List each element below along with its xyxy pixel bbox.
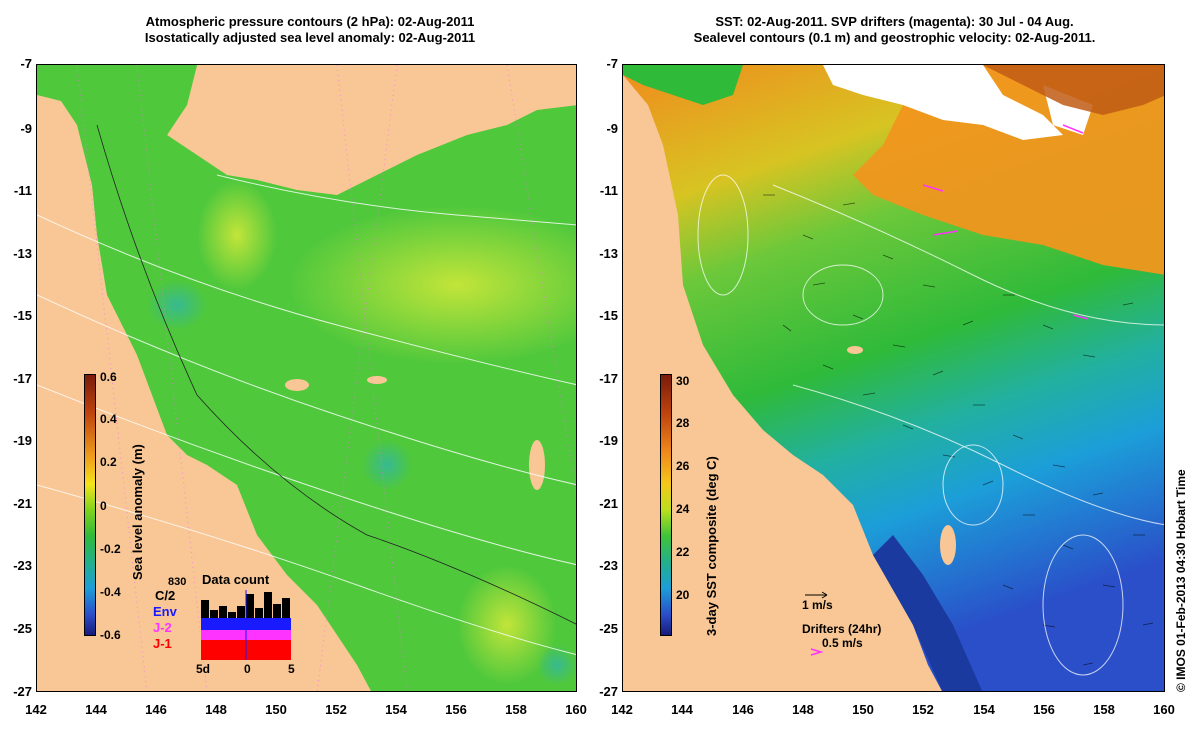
sst-tick-5: 20 <box>676 588 690 602</box>
sst-colorbar-label: 3-day SST composite (deg C) <box>704 456 719 636</box>
left-ytick-0: -7 <box>20 56 32 71</box>
geostrophic-velocity-arrows <box>763 194 1154 666</box>
left-xtick-7: 156 <box>445 702 467 717</box>
left-ytick-7: -21 <box>13 496 32 511</box>
right-ytick-10: -27 <box>599 684 618 699</box>
left-xtick-4: 150 <box>265 702 287 717</box>
left-ytick-1: -9 <box>20 121 32 136</box>
velocity-scale-label: 1 m/s <box>802 598 833 612</box>
left-xtick-5: 152 <box>325 702 347 717</box>
right-xtick-6: 154 <box>973 702 995 717</box>
right-title-line2: Sealevel contours (0.1 m) and geostrophi… <box>693 30 1096 45</box>
sla-tick-2: 0.2 <box>100 455 117 469</box>
left-ytick-9: -25 <box>13 621 32 636</box>
right-title-line1: SST: 02-Aug-2011. SVP drifters (magenta)… <box>715 14 1074 29</box>
sst-tick-1: 28 <box>676 416 690 430</box>
sla-tick-5: -0.4 <box>100 585 121 599</box>
sea-level-map-svg <box>37 65 576 691</box>
sea-level-contours <box>697 174 1164 676</box>
left-xtick-0: 142 <box>25 702 47 717</box>
right-xtick-2: 146 <box>732 702 754 717</box>
sla-tick-6: -0.6 <box>100 628 121 642</box>
right-xtick-7: 156 <box>1033 702 1055 717</box>
left-ytick-5: -17 <box>13 371 32 386</box>
data-count-title: Data count <box>202 572 270 587</box>
left-ytick-6: -19 <box>13 433 32 448</box>
right-xtick-0: 142 <box>611 702 633 717</box>
drifters-scale-label: 0.5 m/s <box>822 636 863 650</box>
left-ytick-8: -23 <box>13 558 32 573</box>
right-xtick-3: 148 <box>792 702 814 717</box>
left-xtick-8: 158 <box>505 702 527 717</box>
legend-c2: C/2 <box>155 588 176 603</box>
sla-tick-3: 0 <box>100 499 107 513</box>
sla-tick-1: 0.4 <box>100 412 117 426</box>
legend-j1: J-1 <box>153 636 172 651</box>
right-xtick-8: 158 <box>1093 702 1115 717</box>
sst-map <box>622 64 1165 692</box>
sst-new-guinea-land <box>983 65 1164 115</box>
altimeter-tracks <box>76 65 576 691</box>
left-xtick-3: 148 <box>205 702 227 717</box>
data-count-max: 830 <box>168 576 187 588</box>
sst-tick-0: 30 <box>676 374 690 388</box>
sst-map-svg <box>623 65 1164 691</box>
svp-drifter-tracks <box>922 124 1089 320</box>
legend-j2: J-2 <box>153 620 172 635</box>
data-count-inset: Data count 830 C/2 Env J-2 J-1 5d 0 5 <box>150 572 295 676</box>
legend-env: Env <box>153 604 177 619</box>
left-title-line1: Atmospheric pressure contours (2 hPa): 0… <box>145 14 475 29</box>
right-ytick-4: -15 <box>599 308 618 323</box>
right-ytick-2: -11 <box>599 183 618 198</box>
dc-tick-0: 0 <box>244 662 251 676</box>
pressure-contours <box>37 174 576 656</box>
drifter-scale-arrow <box>810 648 824 656</box>
right-xtick-9: 160 <box>1153 702 1175 717</box>
sst-tick-2: 26 <box>676 459 690 473</box>
right-ytick-7: -21 <box>599 496 618 511</box>
drifters-label: Drifters (24hr) <box>802 622 882 636</box>
right-ytick-5: -17 <box>599 371 618 386</box>
right-ytick-3: -13 <box>599 246 618 261</box>
right-ytick-8: -23 <box>599 558 618 573</box>
dc-tick-5d: 5d <box>196 662 211 676</box>
data-count-bars <box>200 590 292 660</box>
bars-c2 <box>201 592 290 618</box>
right-ytick-6: -19 <box>599 433 618 448</box>
sea-level-anomaly-map <box>36 64 577 692</box>
sst-australia-land <box>623 75 942 691</box>
right-ytick-0: -7 <box>606 56 618 71</box>
right-xtick-1: 144 <box>671 702 693 717</box>
left-ytick-10: -27 <box>13 684 32 699</box>
left-title-line2: Isostatically adjusted sea level anomaly… <box>144 30 476 45</box>
left-xtick-2: 146 <box>145 702 167 717</box>
right-xtick-5: 152 <box>912 702 934 717</box>
left-xtick-1: 144 <box>85 702 107 717</box>
dc-tick-5: 5 <box>288 662 295 676</box>
left-ytick-3: -13 <box>13 246 32 261</box>
left-xtick-9: 160 <box>565 702 587 717</box>
sst-colorbar <box>660 374 672 636</box>
shelf-contour <box>96 124 576 625</box>
sst-tick-4: 22 <box>676 545 690 559</box>
right-ytick-9: -25 <box>599 621 618 636</box>
right-xtick-4: 150 <box>852 702 874 717</box>
sst-tick-3: 24 <box>676 502 690 516</box>
left-xtick-6: 154 <box>385 702 407 717</box>
sla-colorbar-label: Sea level anomaly (m) <box>130 444 145 580</box>
sea-level-colorbar <box>84 374 96 636</box>
australia-land <box>37 75 371 691</box>
sla-tick-4: -0.2 <box>100 542 121 556</box>
sla-tick-0: 0.6 <box>100 370 117 384</box>
right-ytick-1: -9 <box>606 121 618 136</box>
left-ytick-2: -11 <box>13 183 32 198</box>
copyright-text: © IMOS 01-Feb-2013 04:30 Hobart Time <box>1174 469 1188 692</box>
new-guinea-land <box>167 65 576 195</box>
left-ytick-4: -15 <box>13 308 32 323</box>
